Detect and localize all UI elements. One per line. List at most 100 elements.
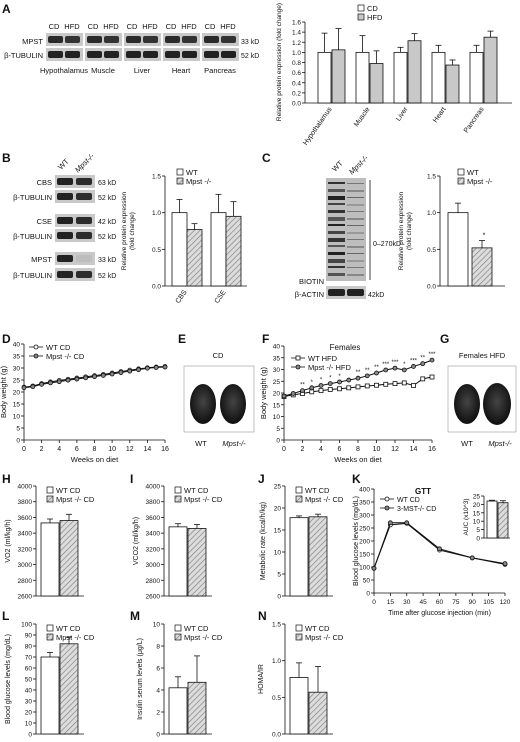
f-chart-point — [420, 376, 426, 382]
blot-band — [328, 252, 345, 255]
k-chart-x-axis-label: Time after glucose injection (min) — [388, 610, 491, 617]
blot-size-label: 52 kD — [98, 195, 116, 202]
d-chart-point — [127, 368, 133, 374]
k-chart-legend-marker — [384, 505, 390, 511]
l-chart-y-tick-label: 90 — [25, 633, 33, 640]
b-chart-bar — [171, 212, 188, 287]
panel-letter: I — [130, 472, 133, 486]
m-chart-y-tick-label: 6 — [156, 666, 160, 673]
blot-band — [65, 51, 80, 58]
f-chart-point — [337, 386, 342, 392]
a-chart-bar — [369, 63, 384, 104]
k-chart-point — [387, 520, 393, 526]
j-chart-bar — [308, 516, 328, 597]
d-chart-point — [39, 381, 45, 387]
f-chart-y-tick-label: 35 — [273, 355, 281, 362]
blot-size-label: 42kD — [368, 292, 384, 299]
l-chart-legend-label: WT CD — [56, 624, 81, 633]
b-chart-y-tick-label: 1.0 — [152, 210, 161, 217]
f-chart-significance-star: ** — [374, 365, 379, 371]
f-chart-significance-star: * — [329, 376, 332, 382]
d-chart-legend-label: WT CD — [46, 343, 71, 352]
k-chart-x-tick-label: 60 — [436, 599, 444, 606]
f-chart-significance-star: ** — [420, 356, 425, 362]
b-chart-y-tick-label: 0.5 — [152, 247, 161, 254]
blot-band — [328, 189, 345, 192]
blot-row-label: β-TUBULIN — [4, 51, 43, 60]
k-chart-y-tick-label: 50 — [363, 578, 371, 585]
d-chart-x-tick-label: 8 — [93, 446, 97, 453]
n-chart-y-tick-label: 1.5 — [272, 622, 281, 629]
blot-size-label: 52 kD — [241, 53, 259, 60]
k-chart-point — [469, 555, 475, 561]
blot-size-label: 33 kD — [98, 257, 116, 264]
l-chart-y-tick-label: 60 — [25, 666, 33, 673]
blot-band — [48, 51, 63, 58]
panel-letter: D — [2, 332, 11, 346]
blot-band — [328, 203, 345, 205]
f-chart-significance-star: * — [338, 374, 341, 380]
blot-lane-label: Mpst-/- — [73, 151, 96, 174]
n-chart-y-axis-label: HOMA/IR — [258, 664, 265, 694]
a-chart-bar — [483, 36, 498, 104]
b-chart-legend-swatch — [176, 168, 184, 176]
blot-lane-label: HFD — [64, 22, 80, 31]
a-chart-legend-label: CD — [367, 4, 378, 13]
k-chart-x-tick-label: 15 — [387, 599, 395, 606]
a-chart-bar — [317, 51, 332, 104]
j-chart-legend-swatch — [295, 495, 303, 503]
k-chart-point — [437, 546, 442, 552]
m-chart-bar — [187, 681, 207, 735]
i-chart-legend-swatch — [174, 495, 182, 503]
f-chart-point — [411, 364, 416, 369]
n-chart-y-tick-label: 1.0 — [272, 658, 281, 665]
blot-band — [328, 259, 345, 263]
f-chart-title: Females — [330, 343, 361, 352]
mice-photo-label: WT — [195, 439, 207, 448]
f-chart-significance-star: *** — [391, 360, 399, 366]
k-chart-x-tick-label: 75 — [452, 599, 460, 606]
f-chart-point — [383, 367, 389, 373]
b-chart-bar — [225, 215, 242, 287]
m-chart-legend-swatch — [174, 633, 182, 641]
panel-letter: L — [2, 609, 9, 623]
a-chart-bar — [355, 51, 370, 104]
d-chart-x-tick-label: 16 — [161, 446, 169, 453]
blot-row-label: CBS — [37, 178, 52, 187]
c-chart-legend-label: WT — [467, 168, 479, 177]
a-chart-y-tick-label: 0.6 — [292, 70, 301, 77]
f-chart-significance-star: * — [403, 362, 406, 368]
k-chart-y-tick-label: 250 — [359, 526, 370, 533]
blot-band — [48, 36, 63, 43]
h-chart-y-tick-label: 3200 — [18, 546, 33, 553]
blot-band — [328, 224, 345, 226]
blot-band — [328, 210, 345, 213]
blot-band — [182, 36, 197, 43]
panel-letter: H — [2, 472, 11, 486]
d-chart-y-axis-label: Body weight (g) — [0, 365, 8, 418]
f-chart-x-tick-label: 0 — [282, 446, 286, 453]
d-chart-y-tick-label: 5 — [16, 426, 20, 433]
k-chart-point — [502, 561, 508, 567]
blot-band — [347, 253, 364, 254]
blot-band — [204, 51, 219, 58]
h-chart-y-tick-label: 3400 — [18, 531, 33, 538]
blot-tissue-label: Pancreas — [204, 66, 236, 75]
c-chart-y-tick-label: 0.5 — [427, 247, 436, 254]
l-chart-y-tick-label: 100 — [21, 622, 32, 629]
b-chart-y-tick-label: 1.5 — [152, 174, 161, 181]
a-chart-x-tick-label: Pancreas — [463, 106, 486, 135]
j-chart-y-tick-label: 5 — [277, 572, 281, 579]
panel-letter: C — [262, 151, 271, 165]
c-chart-legend-swatch — [457, 168, 465, 176]
panel-letter: G — [440, 332, 449, 346]
b-chart-bar — [186, 229, 203, 287]
d-chart-y-tick-label: 25 — [13, 378, 21, 385]
d-chart-y-tick-label: 30 — [13, 366, 21, 373]
i-chart-y-tick-label: 2800 — [146, 578, 161, 585]
blot-size-label: 33 kD — [241, 39, 259, 46]
d-chart-point — [162, 364, 168, 370]
c-chart-legend-label: Mpst -/- — [467, 177, 493, 186]
h-chart-y-tick-label: 2600 — [18, 594, 33, 601]
